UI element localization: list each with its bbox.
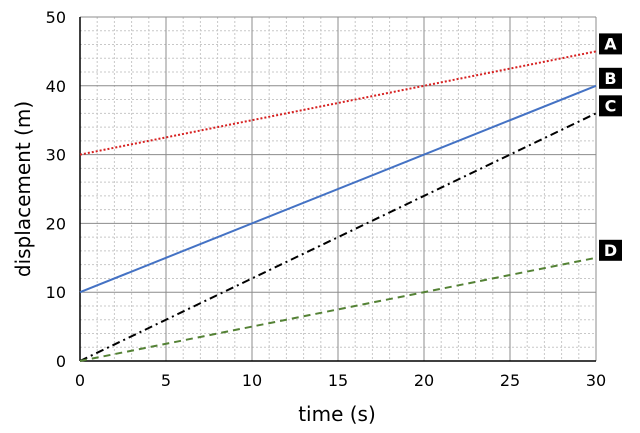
x-tick-label: 30	[586, 371, 606, 390]
y-tick-label: 30	[46, 146, 66, 165]
y-axis-label: displacement (m)	[11, 101, 35, 277]
y-tick-label: 40	[46, 77, 66, 96]
x-axis-label: time (s)	[298, 402, 376, 426]
series-tag-box-b	[599, 67, 622, 89]
series-line-d	[79, 256, 597, 362]
series-layer	[79, 50, 597, 362]
series-tag-label-a: A	[604, 34, 617, 53]
y-tick-label: 10	[46, 283, 66, 302]
x-tick-label: 20	[414, 371, 434, 390]
y-tick-label: 50	[46, 8, 66, 27]
y-tick-label: 0	[56, 352, 66, 371]
x-tick-label: 10	[242, 371, 262, 390]
series-line-b	[79, 84, 597, 294]
series-tag-label-c: C	[605, 96, 617, 115]
x-tick-label: 0	[75, 371, 85, 390]
series-tag-box-a	[599, 33, 622, 55]
series-tags: ABC D	[599, 33, 622, 261]
plot-frame	[79, 17, 596, 362]
x-tick-labels: 0 5 10 15 20 25 30	[75, 371, 606, 390]
major-grid	[79, 16, 597, 362]
series-line-c	[79, 112, 597, 362]
series-tag-label-d: D	[604, 241, 617, 260]
series-tag-box-c	[599, 95, 622, 117]
series-tag-box-d	[599, 239, 622, 261]
y-tick-labels: 0 10 20 30 40 50	[46, 8, 66, 371]
y-tick-label: 20	[46, 214, 66, 233]
x-tick-label: 15	[328, 371, 348, 390]
series-tag-label-b: B	[604, 69, 616, 88]
x-tick-label: 25	[500, 371, 520, 390]
x-tick-label: 5	[161, 371, 171, 390]
